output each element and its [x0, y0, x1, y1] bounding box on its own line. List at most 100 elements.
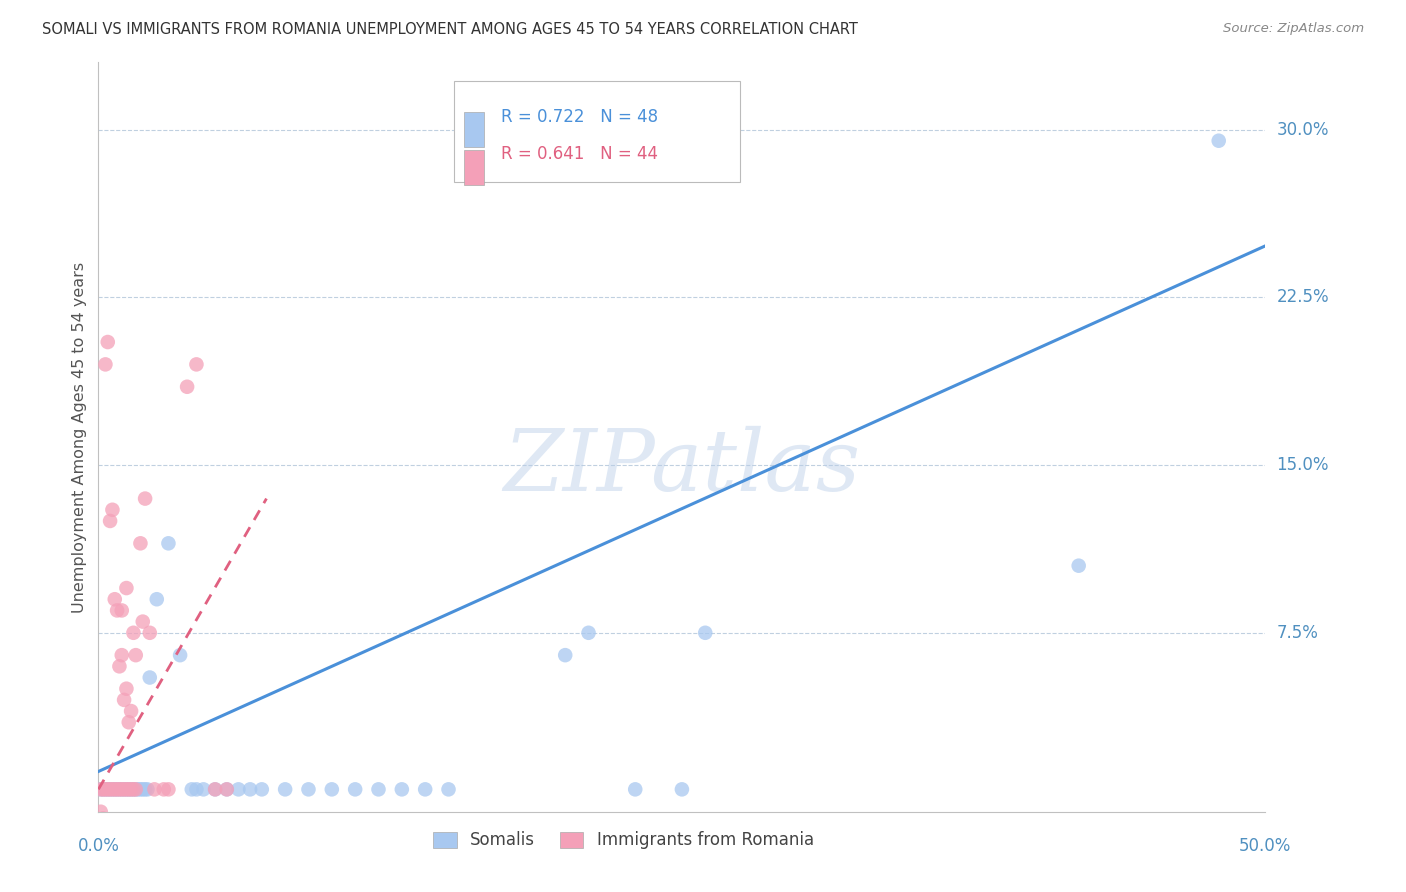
Point: [122, 782, 145, 797]
Text: R = 0.641   N = 44: R = 0.641 N = 44: [501, 145, 658, 163]
Point: [413, 782, 436, 797]
Point: [437, 782, 460, 797]
Point: [120, 782, 142, 797]
Point: [132, 782, 155, 797]
Y-axis label: Unemployment Among Ages 45 to 54 years: Unemployment Among Ages 45 to 54 years: [72, 261, 87, 613]
Point: [344, 782, 367, 797]
Point: [391, 782, 413, 797]
Point: [624, 782, 647, 797]
Point: [122, 625, 145, 640]
Point: [90, 782, 112, 797]
Point: [204, 782, 226, 797]
Point: [101, 782, 124, 797]
Point: [134, 782, 156, 797]
Point: [97, 782, 120, 797]
Point: [1208, 134, 1230, 148]
Point: [132, 615, 155, 629]
Legend: Somalis, Immigrants from Romania: Somalis, Immigrants from Romania: [426, 824, 821, 855]
Point: [215, 782, 238, 797]
Point: [94, 358, 117, 372]
Point: [108, 659, 131, 673]
Point: [671, 782, 693, 797]
Point: [129, 782, 152, 797]
Point: [157, 782, 180, 797]
Point: [104, 782, 127, 797]
Point: [94, 782, 117, 797]
Point: [104, 782, 127, 797]
Point: [98, 782, 121, 797]
Point: [115, 681, 138, 696]
Point: [239, 782, 262, 797]
Point: [120, 782, 142, 797]
Point: [118, 782, 141, 797]
Point: [91, 812, 114, 826]
Point: [104, 592, 127, 607]
Point: [101, 782, 124, 797]
Point: [112, 782, 135, 797]
Text: 22.5%: 22.5%: [1277, 288, 1329, 306]
Point: [94, 782, 117, 797]
Point: [146, 592, 169, 607]
Point: [297, 782, 319, 797]
FancyBboxPatch shape: [464, 112, 484, 147]
Point: [105, 782, 128, 797]
Point: [125, 782, 148, 797]
Point: [98, 782, 121, 797]
Text: 7.5%: 7.5%: [1277, 624, 1319, 641]
Point: [367, 782, 389, 797]
Point: [157, 536, 180, 550]
Point: [101, 502, 124, 516]
Text: SOMALI VS IMMIGRANTS FROM ROMANIA UNEMPLOYMENT AMONG AGES 45 TO 54 YEARS CORRELA: SOMALI VS IMMIGRANTS FROM ROMANIA UNEMPL…: [42, 22, 858, 37]
FancyBboxPatch shape: [464, 150, 484, 185]
Point: [1067, 558, 1090, 573]
Point: [115, 782, 138, 797]
Point: [152, 782, 174, 797]
Text: 15.0%: 15.0%: [1277, 456, 1329, 474]
Point: [186, 782, 208, 797]
Point: [111, 648, 134, 662]
Point: [122, 782, 145, 797]
Point: [111, 782, 134, 797]
Point: [215, 782, 238, 797]
Point: [169, 648, 191, 662]
Point: [108, 782, 131, 797]
Point: [554, 648, 576, 662]
Point: [112, 693, 135, 707]
Point: [105, 782, 128, 797]
Point: [129, 536, 152, 550]
Point: [111, 603, 134, 617]
Point: [193, 782, 215, 797]
Point: [91, 782, 114, 797]
Point: [139, 671, 162, 685]
Text: ZIPatlas: ZIPatlas: [503, 425, 860, 508]
Point: [204, 782, 226, 797]
Text: 30.0%: 30.0%: [1277, 120, 1329, 138]
Text: 50.0%: 50.0%: [1239, 837, 1292, 855]
Point: [139, 625, 162, 640]
Point: [134, 491, 156, 506]
Point: [176, 380, 198, 394]
Point: [120, 704, 142, 718]
Text: Source: ZipAtlas.com: Source: ZipAtlas.com: [1223, 22, 1364, 36]
FancyBboxPatch shape: [454, 81, 741, 182]
Point: [125, 782, 148, 797]
Point: [108, 782, 131, 797]
Point: [127, 782, 149, 797]
Point: [90, 782, 112, 797]
Point: [105, 603, 128, 617]
Point: [97, 782, 120, 797]
Point: [115, 782, 138, 797]
Point: [578, 625, 600, 640]
Point: [90, 805, 112, 819]
Point: [118, 715, 141, 730]
Point: [112, 782, 135, 797]
Point: [136, 782, 159, 797]
Point: [115, 581, 138, 595]
Text: R = 0.722   N = 48: R = 0.722 N = 48: [501, 108, 658, 126]
Point: [111, 782, 134, 797]
Point: [98, 514, 121, 528]
Point: [321, 782, 343, 797]
Point: [118, 782, 141, 797]
Point: [97, 334, 120, 349]
Point: [695, 625, 717, 640]
